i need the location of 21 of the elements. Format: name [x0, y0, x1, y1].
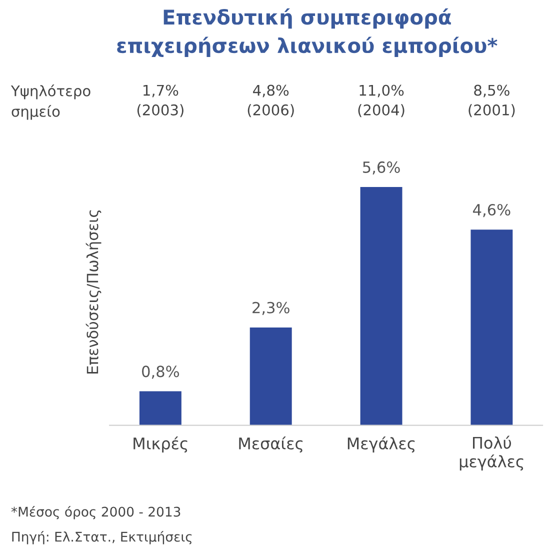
text: 1,7% (2003) [137, 84, 184, 118]
text: 4,8% (2006) [248, 84, 294, 118]
bar [360, 187, 402, 426]
x-tick-label: Μεσαίες [239, 436, 303, 453]
text: 8,5% (2001) [468, 84, 515, 118]
bar [250, 327, 292, 426]
y-axis-title: Επενδύσεις/Πωλήσεις [86, 210, 102, 374]
bar [470, 230, 513, 426]
text: *Μέσος όρος 2000 - 2013 [11, 506, 180, 520]
data-label: 0,8% [142, 366, 179, 379]
x-tick-label: Μικρές [134, 436, 188, 453]
bar [139, 391, 182, 426]
data-label: 5,6% [363, 161, 400, 175]
x-tick-label: Πολύ μεγάλες [460, 436, 524, 471]
data-label: 4,6% [473, 204, 510, 218]
chart-title: Επενδυτική συμπεριφορά επιχειρήσεων λιανικού εμπορίου* [117, 8, 498, 58]
x-tick-label: Μεγάλες [348, 436, 415, 453]
data-label: 2,3% [252, 302, 290, 315]
text: 11,0% (2004) [358, 84, 404, 118]
text: Πηγή: Ελ.Στατ., Εκτιμήσεις [12, 530, 192, 544]
text: Υψηλότερο σημείο [10, 84, 90, 120]
